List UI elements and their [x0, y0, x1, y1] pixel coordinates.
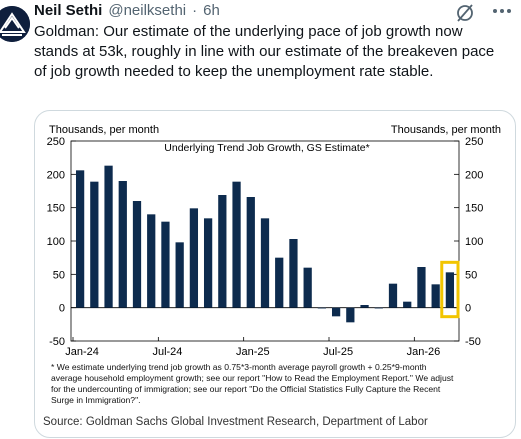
- highlight-rect: [440, 260, 460, 319]
- footnote-line: * We estimate underlying trend job growt…: [51, 362, 427, 372]
- bar: [346, 307, 355, 323]
- bar: [275, 257, 284, 308]
- y-axis-left: -50 0 50 100 150 200 250: [47, 136, 76, 348]
- bar: [189, 208, 199, 308]
- y-tick-label-left: 0: [59, 303, 65, 315]
- bar: [289, 239, 298, 308]
- bar: [417, 267, 426, 308]
- x-tick-label: Jan-25: [236, 346, 270, 358]
- chart: Thousands, per month Thousands, per mont…: [47, 124, 501, 405]
- y-axis-right: -50 0 50 100 150 200 250: [454, 136, 483, 348]
- bar: [104, 165, 113, 308]
- media-card[interactable]: Thousands, per month Thousands, per mont…: [34, 110, 516, 438]
- y-tick-label-right: 250: [465, 136, 483, 148]
- left-axis-unit: Thousands, per month: [49, 124, 159, 136]
- y-tick-label-right: 150: [465, 203, 483, 215]
- y-tick-label-left: 200: [47, 169, 65, 181]
- bar: [203, 218, 213, 308]
- y-tick-label-right: 100: [465, 236, 483, 248]
- tweet-time[interactable]: 6h: [203, 2, 220, 19]
- bar: [303, 267, 312, 308]
- footnote: * We estimate underlying trend job growt…: [51, 362, 454, 405]
- bar: [403, 301, 412, 308]
- x-tick-label: Jan-24: [65, 346, 99, 358]
- y-tick-label-left: 150: [47, 203, 65, 215]
- bar: [75, 170, 85, 308]
- bar: [232, 181, 241, 308]
- avatar-logo: [0, 6, 30, 42]
- bar: [246, 197, 255, 308]
- y-tick-label-left: 250: [47, 136, 65, 148]
- y-tick-label-right: -50: [465, 336, 481, 348]
- y-tick-label-left: 100: [47, 236, 65, 248]
- x-tick-label: Jul-25: [323, 346, 353, 358]
- bar: [331, 307, 341, 317]
- y-tick-label-right: 200: [465, 169, 483, 181]
- bar: [360, 305, 369, 308]
- author-handle[interactable]: @neilksethi: [108, 2, 187, 19]
- source-text: Source: Goldman Sachs Global Investment …: [43, 416, 428, 428]
- chart-title: Underlying Trend Job Growth, GS Estimate…: [164, 142, 369, 154]
- x-tick-label: Jul-24: [152, 346, 182, 358]
- bar: [388, 283, 398, 308]
- grok-icon[interactable]: [454, 2, 476, 24]
- bar: [90, 181, 99, 308]
- tweet-text: Goldman: Our estimate of the underlying …: [34, 23, 495, 80]
- bar: [118, 181, 127, 308]
- bar: [161, 221, 170, 308]
- y-tick-label-left: 50: [53, 269, 65, 281]
- author-name[interactable]: Neil Sethi: [34, 2, 103, 19]
- highlight-box: [440, 260, 460, 319]
- bar: [374, 307, 383, 309]
- footnote-line: average household employment growth; see…: [51, 373, 454, 383]
- x-tick-label: Jan-26: [407, 346, 441, 358]
- footnote-line: for the undercounting of immigration; se…: [51, 384, 441, 394]
- bar: [175, 242, 184, 308]
- y-tick-label-right: 0: [465, 303, 471, 315]
- more-icon[interactable]: [488, 0, 516, 22]
- bar: [218, 195, 227, 308]
- x-axis: Jan-24 Jul-24 Jan-25 Jul-25 Jan-26: [65, 337, 440, 358]
- bar-series: [75, 165, 455, 323]
- bar: [445, 272, 455, 308]
- tweet-header: Neil Sethi @neilksethi · 6h: [34, 2, 220, 19]
- y-tick-label-left: -50: [49, 336, 65, 348]
- bar: [132, 201, 142, 308]
- bar: [260, 218, 270, 308]
- avatar[interactable]: [0, 6, 30, 42]
- bar: [147, 214, 156, 308]
- footnote-line: Surge in Immigration?".: [51, 395, 141, 405]
- dot-separator: ·: [192, 2, 198, 19]
- bar: [431, 284, 440, 308]
- right-axis-unit: Thousands, per month: [391, 124, 501, 136]
- y-tick-label-right: 50: [465, 269, 477, 281]
- bar: [317, 307, 327, 309]
